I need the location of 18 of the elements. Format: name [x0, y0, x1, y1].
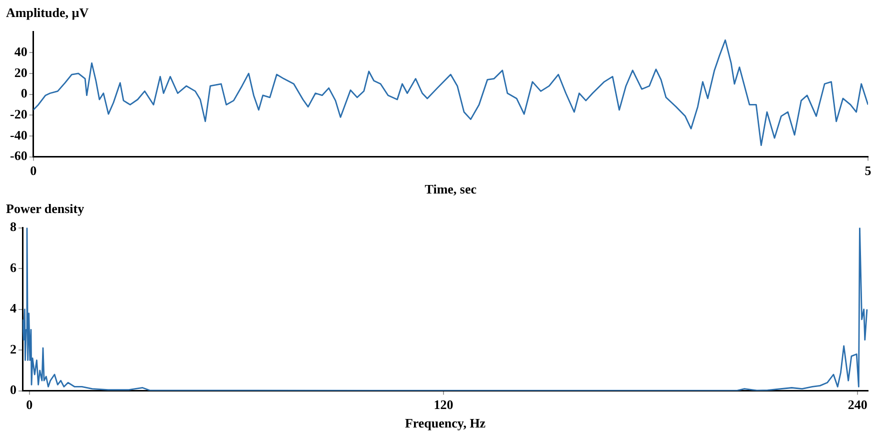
x-tick-label: 120: [434, 396, 454, 412]
y-tick-label: 6: [10, 260, 17, 275]
y-tick-label: 8: [10, 219, 17, 234]
y-tick-label: -40: [10, 127, 28, 142]
y-axis-title: Amplitude, µV: [5, 4, 90, 22]
y-tick-label: 4: [10, 300, 17, 316]
x-tick-label: 5: [864, 162, 872, 178]
y-tick-label: 0: [10, 382, 16, 398]
y-tick-label: -20: [10, 106, 28, 122]
x-axis-title: Time, sec: [424, 182, 477, 197]
y-axis-title: Power density: [5, 200, 86, 218]
y-tick-label: 20: [14, 64, 28, 80]
y-tick-label: -60: [10, 148, 28, 164]
y-tick-label: 2: [10, 341, 16, 356]
y-tick-label: 40: [14, 44, 28, 59]
x-tick-label: 240: [848, 396, 868, 412]
y-tick-label: 0: [20, 86, 28, 101]
x-axis-title: Frequency, Hz: [404, 416, 486, 431]
